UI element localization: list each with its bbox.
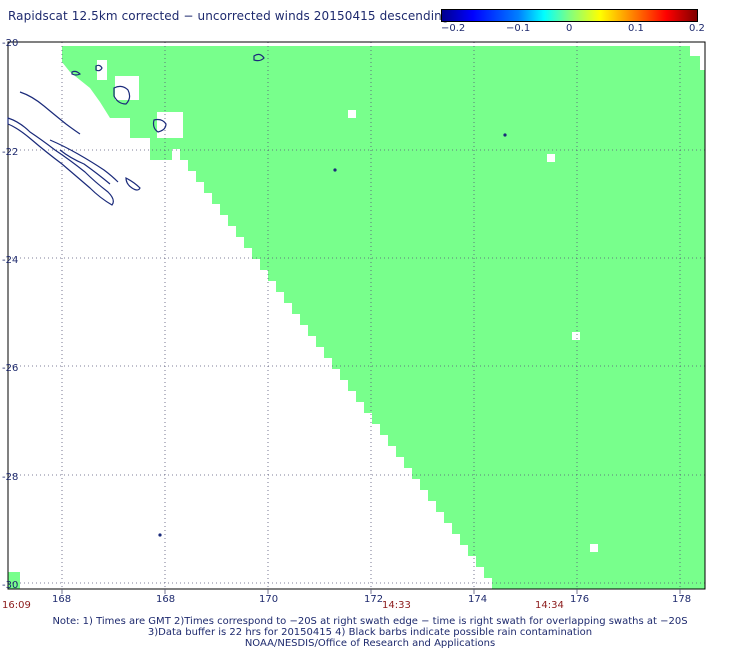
- coast-island-chain-a: [19, 91, 81, 135]
- lat-label-30: -30: [2, 580, 19, 591]
- map-title: Rapidscat 12.5km corrected − uncorrected…: [8, 9, 450, 23]
- swath-corner-patch: [8, 572, 20, 589]
- lon-label-172: 172: [364, 594, 384, 605]
- footnote-line-3: NOAA/NESDIS/Office of Research and Appli…: [244, 638, 496, 649]
- coastlines: [7, 53, 265, 206]
- data-gaps: [97, 60, 598, 552]
- map-frame: [7, 41, 706, 590]
- colorbar-label-min: −0.2: [441, 23, 466, 34]
- coast-vanuatu-southwest: [7, 117, 114, 206]
- lon-label-178: 178: [672, 594, 692, 605]
- coast-islet-c: [152, 118, 167, 133]
- time-label-right: 14:34: [535, 600, 564, 611]
- colorbar-label-max: 0.2: [689, 23, 705, 34]
- coast-islet-f: [71, 70, 82, 76]
- lon-label-168: 168: [156, 594, 176, 605]
- data-gap-4: [547, 154, 555, 162]
- coast-islet-e: [253, 53, 265, 62]
- colorbar-label-pos: 0.1: [628, 23, 644, 34]
- data-gap-6: [590, 544, 598, 552]
- data-gap-5: [572, 332, 580, 340]
- coast-island-chain-b: [49, 139, 119, 183]
- colorbar: [441, 9, 698, 22]
- colorbar-label-zero: 0: [566, 23, 573, 34]
- lon-label-a: 168: [52, 594, 72, 605]
- footnote-line-2: 3)Data buffer is 22 hrs for 20150415 4) …: [147, 627, 593, 638]
- time-label-left: 16:09: [2, 600, 31, 611]
- footnote-line-1: Note: 1) Times are GMT 2)Times correspon…: [52, 616, 688, 627]
- barb-dot-0: [333, 168, 337, 172]
- barb-dot-2: [158, 533, 162, 537]
- lat-label-24: -24: [2, 255, 19, 266]
- lat-label-28: -28: [2, 472, 19, 483]
- coast-islet-a: [125, 177, 141, 191]
- lat-lon-grid: [7, 41, 706, 594]
- coast-island-chain-c: [59, 149, 111, 185]
- coast-islet-b: [113, 85, 131, 105]
- data-gap-2: [157, 112, 183, 138]
- swath-area: [62, 46, 705, 589]
- coast-islet-d: [95, 64, 103, 72]
- footnote: Note: 1) Times are GMT 2)Times correspon…: [0, 616, 740, 649]
- lon-label-170: 170: [259, 594, 279, 605]
- lon-label-174: 174: [468, 594, 488, 605]
- time-label-mid: 14:33: [382, 600, 411, 611]
- colorbar-label-neg: −0.1: [506, 23, 531, 34]
- lat-label-22: -22: [2, 147, 19, 158]
- lon-label-176: 176: [570, 594, 590, 605]
- lat-label-20: -20: [2, 38, 19, 49]
- wind-swath: [8, 46, 705, 589]
- barb-dots: [158, 133, 507, 537]
- data-gap-1: [115, 76, 139, 100]
- barb-dot-1: [503, 133, 507, 137]
- data-gap-3: [348, 110, 356, 118]
- lat-label-26: -26: [2, 363, 19, 374]
- data-gap-0: [97, 60, 107, 80]
